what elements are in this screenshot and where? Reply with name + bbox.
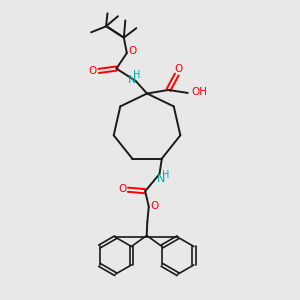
Text: N: N — [157, 174, 165, 184]
Text: O: O — [118, 184, 126, 194]
Text: OH: OH — [191, 87, 207, 97]
Text: O: O — [88, 66, 97, 76]
Text: O: O — [175, 64, 183, 74]
Text: N: N — [128, 75, 136, 85]
Text: O: O — [128, 46, 136, 56]
Text: H: H — [133, 70, 140, 80]
Text: H: H — [162, 169, 170, 180]
Text: O: O — [150, 201, 158, 211]
